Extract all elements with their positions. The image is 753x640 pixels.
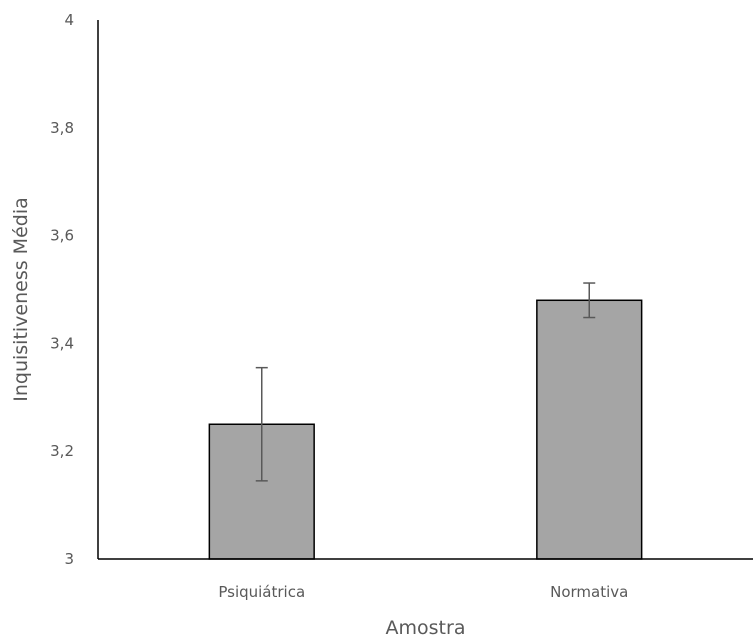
y-tick-label: 4 [64,11,74,29]
bar-1 [536,299,643,560]
x-tick-label: Psiquiátrica [218,583,305,601]
error-bar-0 [255,366,268,482]
error-bars-layer [255,282,596,482]
y-tick-label: 3,6 [50,227,74,245]
y-tick-label: 3 [64,550,74,568]
y-axis-title: Inquisitiveness Média [10,197,32,402]
x-axis-title: Amostra [386,617,466,639]
y-tick-labels: 3 3,2 3,4 3,6 3,8 4 [50,11,74,568]
y-tick-label: 3,2 [50,442,74,460]
x-tick-label: Normativa [550,583,628,601]
x-tick-labels: Psiquiátrica Normativa [218,583,628,601]
y-tick-label: 3,4 [50,334,74,352]
error-bar-1 [583,282,596,319]
bars-layer [208,299,643,560]
y-tick-label: 3,8 [50,119,74,137]
